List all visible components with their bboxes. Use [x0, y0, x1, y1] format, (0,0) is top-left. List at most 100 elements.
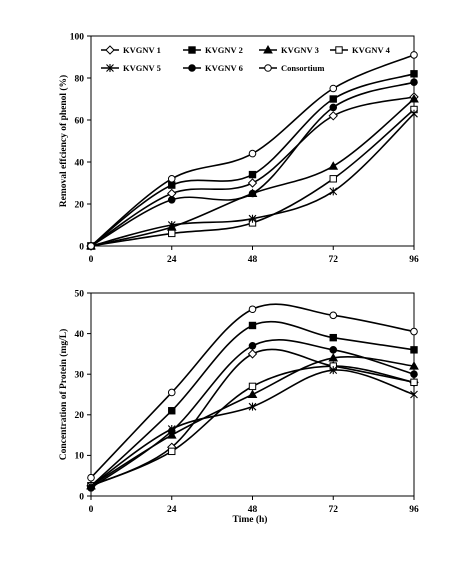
data-point	[168, 181, 176, 189]
series-kvgnv-2	[87, 320, 418, 490]
legend-item-kvgnv-4: KVGNV 4	[330, 45, 391, 55]
legend-marker	[335, 46, 343, 54]
data-point	[329, 311, 338, 320]
y-axis-label: Concentration of Protein (mg/L)	[58, 329, 69, 460]
data-point	[167, 388, 176, 397]
data-point	[248, 170, 257, 179]
data-point	[329, 346, 338, 354]
legend-marker	[106, 64, 114, 72]
y-axis-label: Removal effciency of phenol (%)	[58, 75, 69, 207]
legend-marker	[188, 64, 196, 72]
legend-marker	[188, 46, 196, 54]
data-point	[410, 390, 418, 399]
y-tick-label: 30	[75, 371, 85, 381]
x-axis-label: Time (h)	[233, 514, 268, 525]
data-point	[410, 70, 418, 78]
data-point	[328, 161, 339, 170]
data-point	[410, 78, 418, 86]
legend-label: Consortium	[281, 63, 324, 73]
data-point	[248, 402, 257, 411]
data-point	[168, 407, 176, 415]
y-tick-label: 20	[75, 411, 85, 421]
legend-item-kvgnv-6: KVGNV 6	[183, 63, 243, 73]
y-tick-label: 0	[79, 492, 84, 502]
chart-phenol: 0 20 40 60 80 100 0 24 48 72 96 Removal effciency o…	[58, 32, 419, 265]
y-tick-label: 60	[75, 116, 85, 126]
legend-marker	[105, 45, 115, 55]
legend-label: KVGNV 4	[352, 45, 391, 55]
series-consortium	[87, 51, 418, 250]
data-point	[168, 229, 176, 238]
y-tick-label: 80	[75, 74, 85, 84]
data-point	[329, 187, 338, 196]
series-consortium	[87, 303, 418, 482]
data-point	[248, 214, 257, 223]
x-axis: 0 24 48 72 96	[89, 246, 419, 265]
legend-item-kvgnv-1: KVGNV 1	[101, 45, 161, 55]
legend-label: KVGNV 1	[123, 45, 161, 55]
legend-label: KVGNV 2	[205, 45, 243, 55]
series-kvgnv-4	[87, 362, 418, 490]
y-tick-label: 10	[75, 452, 85, 462]
legend-label: KVGNV 5	[123, 63, 161, 73]
y-tick-label: 40	[75, 330, 85, 340]
data-point	[328, 111, 338, 121]
data-point	[167, 221, 176, 229]
x-tick-label: 72	[329, 505, 339, 515]
data-point	[248, 321, 257, 330]
data-point	[87, 484, 95, 492]
data-point	[168, 447, 176, 456]
data-point	[247, 389, 258, 398]
data-point	[410, 346, 418, 354]
data-point	[167, 175, 176, 183]
data-point	[409, 361, 419, 370]
data-point	[329, 366, 338, 375]
legend-marker	[263, 44, 273, 54]
series-line-kvgnv-6	[90, 338, 415, 489]
data-point	[410, 109, 418, 118]
legend-item-consortium: Consortium	[259, 63, 324, 73]
data-point	[410, 370, 418, 379]
y-tick-label: 50	[75, 289, 85, 299]
x-axis: 0 24 48 72 96	[89, 496, 419, 515]
legend-label: KVGNV 6	[205, 63, 243, 73]
data-point	[248, 305, 257, 314]
data-point	[409, 93, 419, 103]
x-tick-label: 48	[248, 255, 258, 265]
x-tick-label: 96	[409, 505, 419, 515]
legend-label: KVGNV 3	[281, 45, 319, 55]
data-point	[328, 352, 339, 362]
data-point	[248, 382, 257, 391]
data-point	[329, 84, 338, 93]
data-point	[329, 103, 338, 112]
data-point	[87, 473, 95, 482]
data-point	[410, 378, 418, 387]
data-point	[247, 178, 258, 188]
data-point	[247, 349, 258, 359]
data-point	[410, 51, 418, 59]
data-point	[167, 196, 176, 204]
x-tick-label: 48	[248, 505, 258, 515]
data-point	[248, 189, 257, 198]
y-axis: 0 10 20 30 40 50	[75, 289, 91, 502]
y-tick-label: 20	[75, 200, 85, 210]
legend: KVGNV 1 KVGNV 2 KVGNV 3 KVGNV 4 KVGNV 5 KVGNV…	[101, 44, 391, 73]
x-tick-label: 0	[89, 505, 94, 515]
chart-protein: 0 10 20 30 40 50 0 24 48 72 96 Concentration of Pro…	[58, 289, 419, 525]
data-point	[329, 175, 337, 183]
data-point	[248, 149, 257, 158]
data-point	[410, 327, 418, 336]
x-tick-label: 24	[167, 255, 177, 265]
legend-item-kvgnv-5: KVGNV 5	[101, 63, 161, 73]
y-tick-label: 100	[70, 32, 85, 42]
x-tick-label: 24	[167, 505, 177, 515]
legend-item-kvgnv-3: KVGNV 3	[259, 44, 319, 55]
legend-marker	[264, 64, 272, 72]
x-tick-label: 72	[329, 255, 339, 265]
data-point	[87, 242, 95, 250]
data-point	[248, 341, 257, 350]
y-tick-label: 40	[75, 158, 85, 168]
x-tick-label: 96	[409, 255, 419, 265]
legend-item-kvgnv-2: KVGNV 2	[183, 45, 243, 55]
